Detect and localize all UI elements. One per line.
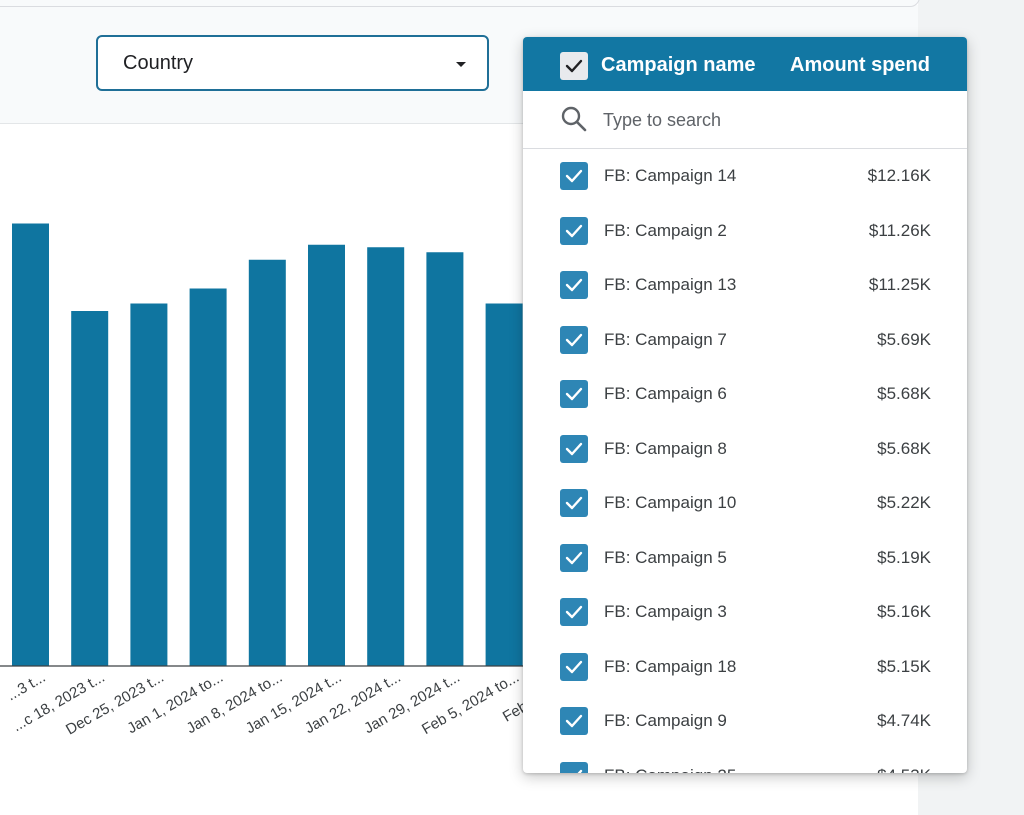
country-filter-label: Country [123,52,194,74]
campaign-list-item[interactable]: FB: Campaign 5 $5.19K [523,531,967,586]
campaign-amount: $5.22K [877,493,931,512]
campaign-name: FB: Campaign 7 [604,329,727,349]
checkmark-icon [565,442,583,455]
campaign-name: FB: Campaign 3 [604,602,727,621]
campaign-checkbox[interactable] [560,325,588,354]
checkmark-icon [565,496,583,510]
campaign-amount: $11.25K [868,275,931,294]
campaign-list-item[interactable]: FB: Campaign 2 $11.26K [523,204,967,259]
campaign-checkbox[interactable] [560,652,588,681]
search-input[interactable] [603,108,923,132]
caret-down-icon [456,62,466,67]
campaign-name: FB: Campaign 18 [604,656,737,676]
campaign-name: FB: Campaign 2 [604,220,727,240]
country-filter-select[interactable]: Country [96,35,489,91]
chart-bar[interactable] [367,247,405,666]
chart-bar[interactable] [130,303,168,667]
chart-bar[interactable] [189,288,227,667]
column-header-amount-spend[interactable]: Amount spend [790,54,930,76]
campaign-name: FB: Campaign 10 [604,493,737,512]
checkmark-icon [565,660,583,673]
chart-bar[interactable] [308,244,345,666]
campaign-name: FB: Campaign 8 [604,438,727,458]
campaign-checkbox[interactable] [560,271,588,299]
chart-bar[interactable] [426,252,464,666]
search-row [523,91,967,149]
x-tick-label: ...3 t... [4,669,49,705]
campaign-list-item[interactable]: FB: Campaign 10 $5.22K [523,476,967,531]
campaign-amount: $5.19K [877,547,931,567]
campaign-list-item[interactable]: FB: Campaign 13 $11.25K [523,258,967,313]
chart-bar[interactable] [71,311,109,666]
chart-bar[interactable] [485,303,523,667]
checkmark-icon [565,387,583,401]
dropdown-header: Campaign name Amount spend [523,37,967,91]
campaign-list-item[interactable]: FB: Campaign 7 $5.69K [523,313,967,368]
campaign-list-item[interactable]: FB: Campaign 14 $12.16K [523,149,967,204]
checkmark-icon [565,224,583,237]
campaign-dropdown: Campaign name Amount spend FB: Campaign … [523,37,967,773]
campaign-list-item[interactable]: FB: Campaign 3 $5.16K [523,585,967,640]
campaign-name: FB: Campaign 9 [604,711,727,730]
campaign-name: FB: Campaign 6 [604,384,727,403]
checkmark-icon [565,714,583,728]
campaign-name: FB: Campaign 5 [604,547,727,567]
campaign-amount: $4.74K [877,711,931,730]
campaign-checkbox[interactable] [560,162,588,190]
campaign-amount: $11.26K [868,220,931,240]
checkmark-icon [565,551,583,564]
search-icon [561,106,587,132]
campaign-checkbox[interactable] [560,543,588,572]
campaign-name: FB: Campaign 25 [604,766,736,774]
campaign-amount: $5.15K [877,656,931,676]
campaign-checkbox[interactable] [560,761,588,773]
campaign-amount: $5.68K [877,438,931,458]
x-tick-label: Dec 25, 2023 t... [63,669,167,739]
campaign-list-item[interactable]: FB: Campaign 18 $5.15K [523,640,967,695]
campaign-checkbox[interactable] [560,598,588,626]
campaign-amount: $5.68K [877,384,931,403]
chart-bar[interactable] [248,259,286,666]
bar-chart: ...3 t... ...c 18, 2023 t... Dec 25, 2023 … [0,123,918,815]
bar-chart-svg: ...3 t......c 18, 2023 t...Dec 25, 2023 … [0,223,582,739]
campaign-list-item[interactable]: FB: Campaign 9 $4.74K [523,694,967,749]
checkmark-icon [565,169,583,183]
campaign-amount: $5.16K [877,602,931,621]
campaign-name: FB: Campaign 13 [604,275,737,294]
campaign-name: FB: Campaign 14 [604,166,737,185]
campaign-checkbox[interactable] [560,707,588,735]
column-header-campaign-name[interactable]: Campaign name [601,54,756,76]
select-all-checkbox[interactable] [560,52,588,80]
chart-bar[interactable] [12,223,49,667]
top-card [0,0,920,7]
campaign-amount: $4.53K [877,766,931,774]
campaign-list-item[interactable]: FB: Campaign 25 $4.53K [523,749,967,774]
campaign-checkbox[interactable] [560,216,588,245]
campaign-amount: $12.16K [867,166,931,185]
checkmark-icon [565,605,583,619]
campaign-list-item[interactable]: FB: Campaign 6 $5.68K [523,367,967,422]
campaign-checkbox[interactable] [560,489,588,517]
campaign-checkbox[interactable] [560,380,588,408]
campaign-checkbox[interactable] [560,434,588,463]
campaign-amount: $5.69K [877,329,931,349]
checkmark-icon [565,278,583,292]
checkmark-icon [565,333,583,346]
campaign-list: FB: Campaign 14 $12.16K FB: Campaign 2 $11.… [523,149,967,773]
checkmark-icon [565,59,583,73]
checkmark-icon [577,769,583,773]
campaign-list-item[interactable]: FB: Campaign 8 $5.68K [523,422,967,477]
